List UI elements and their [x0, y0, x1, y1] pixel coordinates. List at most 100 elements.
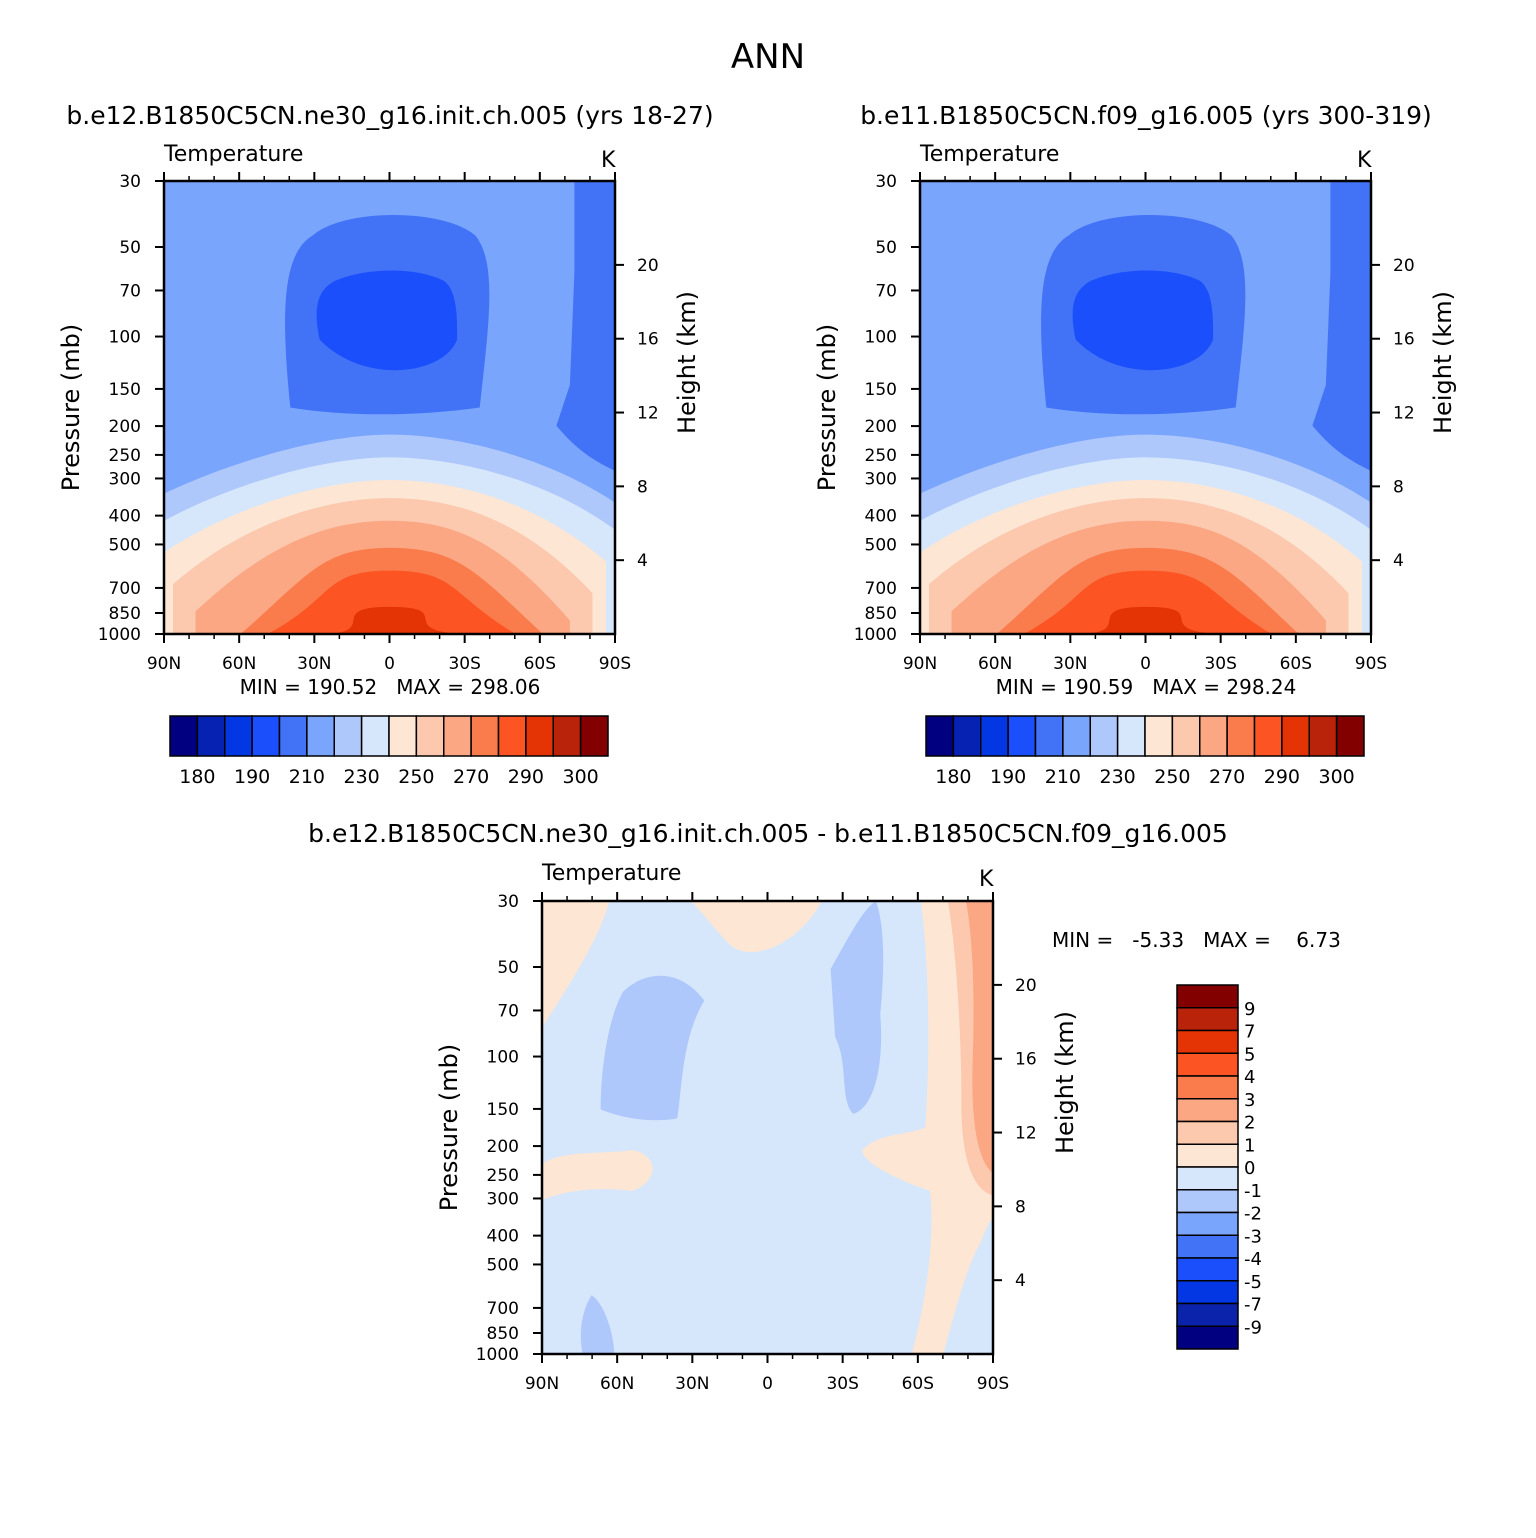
colorbar-label: 210 [1045, 766, 1081, 788]
colorbar-swatch [1144, 715, 1174, 757]
colorbar-label: 250 [398, 766, 434, 788]
contour-band-200-core [1072, 270, 1214, 371]
y-tick-label: 500 [487, 1255, 519, 1275]
y-right-tick-label: 20 [1393, 256, 1415, 276]
colorbar-label: 3 [1244, 1090, 1255, 1111]
colorbar-swatch [1226, 715, 1256, 757]
y-right-tick-label: 20 [637, 256, 659, 276]
x-tick-label: 90S [599, 654, 631, 674]
colorbar-swatch [1176, 1007, 1239, 1032]
y-axis-label: Pressure (mb) [435, 1044, 463, 1211]
y-tick-label: 70 [497, 1001, 519, 1021]
colorbar-swatch [1171, 715, 1201, 757]
y-tick-label: 500 [865, 535, 897, 555]
variable-label: Temperature [919, 142, 1059, 167]
y-tick-label: 50 [119, 238, 141, 258]
y-right-tick-label: 4 [637, 551, 648, 571]
colorbar-label: 290 [508, 766, 544, 788]
y-tick-label: 150 [487, 1100, 519, 1120]
colorbar-label: 5 [1244, 1044, 1255, 1065]
colorbar-swatch [525, 715, 554, 757]
colorbar-swatch [1176, 1257, 1239, 1282]
contour-band-0-to-1 [690, 901, 822, 953]
colorbar-swatch [497, 715, 527, 757]
contour-band-2-to-3 [965, 901, 993, 1173]
contour-plot [164, 181, 615, 634]
stats-text: MIN = 190.59 MAX = 298.24 [996, 675, 1297, 699]
contour-band-troposphere [1073, 606, 1218, 634]
colorbar-label: -4 [1244, 1249, 1262, 1270]
y-right-tick-label: 4 [1393, 551, 1404, 571]
colorbar-label: -9 [1244, 1317, 1262, 1338]
colorbar-swatch [1176, 1120, 1239, 1145]
colorbar-swatch [1308, 715, 1338, 757]
colorbar-label: 270 [453, 766, 489, 788]
y-right-tick-label: 16 [637, 330, 659, 350]
colorbar-swatch [1089, 715, 1119, 757]
x-tick-label: 90N [147, 654, 181, 674]
colorbar-label: 9 [1244, 999, 1255, 1020]
colorbar-label: 300 [1318, 766, 1354, 788]
y-tick-label: 700 [865, 579, 897, 599]
colorbar-swatch [360, 715, 390, 757]
contour-band-0-to-1 [542, 1150, 653, 1200]
x-tick-label: 60S [902, 1374, 934, 1394]
y-axis-label: Pressure (mb) [57, 324, 85, 491]
y-tick-label: 850 [865, 604, 897, 624]
colorbar-label: -2 [1244, 1204, 1262, 1225]
variable-label: Temperature [541, 861, 681, 886]
y-tick-label: 100 [487, 1048, 519, 1068]
colorbar-label: -3 [1244, 1226, 1262, 1247]
colorbar-swatch [1176, 1211, 1239, 1236]
y-right-tick-label: 4 [1015, 1271, 1026, 1291]
y-right-axis-label: Height (km) [1051, 1011, 1079, 1154]
colorbar-swatch [1034, 715, 1064, 757]
y-right-axis-label: Height (km) [673, 291, 701, 434]
y-tick-label: 100 [865, 328, 897, 348]
colorbar-swatch [1176, 1325, 1239, 1350]
y-right-tick-label: 8 [637, 477, 648, 497]
contour-band-210-polar [1312, 181, 1371, 471]
colorbar-swatch [1062, 715, 1091, 757]
colorbar-swatch [1335, 715, 1365, 757]
y-tick-label: 1000 [476, 1345, 519, 1365]
x-tick-label: 90S [977, 1374, 1009, 1394]
y-tick-label: 700 [109, 579, 141, 599]
colorbar-swatch [1116, 715, 1146, 757]
y-tick-label: 1000 [854, 625, 897, 645]
colorbar-swatch [196, 715, 226, 757]
x-tick-label: 90N [525, 1374, 559, 1394]
colorbar-label: 2 [1244, 1113, 1255, 1134]
y-tick-label: 30 [497, 892, 519, 912]
colorbar-label: 4 [1244, 1067, 1255, 1088]
colorbar-swatch [388, 715, 418, 757]
y-right-tick-label: 12 [637, 404, 659, 424]
contour-band-200-core [316, 270, 458, 371]
colorbar-label: 1 [1244, 1135, 1255, 1156]
colorbar-swatch [169, 715, 199, 757]
panel-title: b.e11.B1850C5CN.f09_g16.005 (yrs 300-319… [860, 101, 1432, 130]
y-tick-label: 300 [109, 469, 141, 489]
contour-plot [920, 181, 1371, 634]
colorbar-label: 290 [1264, 766, 1300, 788]
y-tick-label: 500 [109, 535, 141, 555]
y-tick-label: 250 [865, 446, 897, 466]
colorbar-swatch [1176, 1143, 1239, 1168]
contour-band-troposphere [1023, 570, 1272, 634]
y-tick-label: 70 [119, 281, 141, 301]
colorbar-swatch [1199, 715, 1228, 757]
y-right-axis-label: Height (km) [1429, 291, 1457, 434]
colorbar-label: 270 [1209, 766, 1245, 788]
x-tick-label: 30N [297, 654, 331, 674]
y-tick-label: 30 [119, 172, 141, 192]
colorbar-label: 180 [179, 766, 215, 788]
y-right-tick-label: 8 [1015, 1197, 1026, 1217]
plot-axes: 90N 60N 30N 0 30S 60S 90S 30 50 70 100 150 200 250 300… [435, 892, 1079, 1394]
contour-band-minus1-to-minus2 [600, 975, 705, 1121]
y-tick-label: 150 [109, 380, 141, 400]
contour-plot [542, 901, 993, 1354]
colorbar-label: -5 [1244, 1272, 1262, 1293]
colorbar-swatch [1176, 1098, 1239, 1123]
